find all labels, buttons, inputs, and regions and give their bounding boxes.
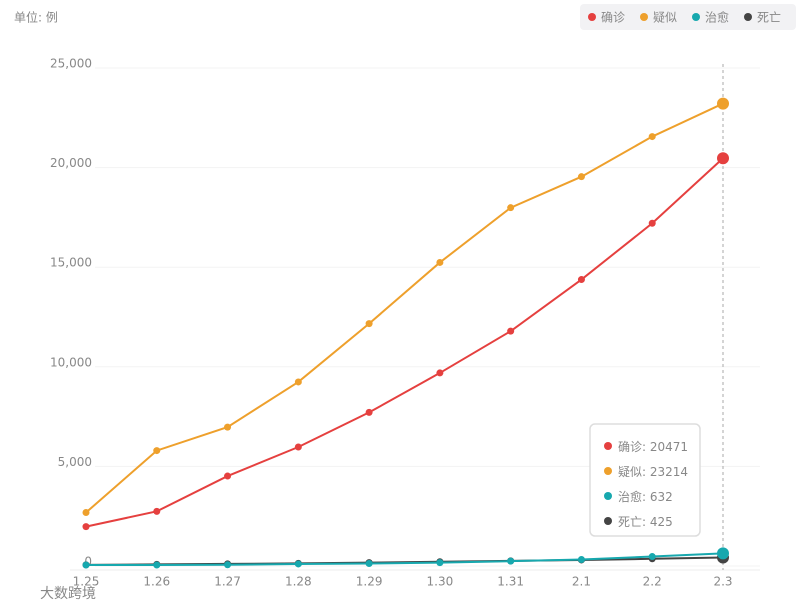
data-point	[294, 443, 302, 451]
data-point	[717, 152, 729, 165]
series-line	[85, 552, 724, 567]
tooltip-value: 632	[650, 490, 673, 504]
x-tick-label: 1.26	[143, 575, 170, 589]
legend-label: 疑似	[653, 10, 677, 25]
data-point	[153, 447, 161, 455]
series-line	[85, 102, 724, 514]
tooltip-name: 确诊	[618, 440, 642, 454]
tooltip-marker	[604, 492, 612, 500]
data-point	[294, 378, 302, 386]
data-point	[436, 258, 444, 266]
x-tick-label: 1.28	[285, 575, 312, 589]
data-point	[224, 472, 232, 480]
x-tick-label: 2.1	[572, 575, 591, 589]
data-point	[365, 408, 373, 416]
tooltip-marker	[604, 467, 612, 475]
y-tick-label: 15,000	[50, 256, 92, 270]
tooltip-text: 确诊: 20471	[618, 440, 688, 454]
data-point	[577, 276, 585, 284]
legend-marker	[640, 13, 648, 21]
legend-marker	[744, 13, 752, 21]
legend-label: 死亡	[757, 11, 781, 25]
y-tick-label: 25,000	[50, 57, 92, 71]
x-tick-label: 1.25	[73, 575, 100, 589]
data-point	[577, 173, 585, 181]
y-tick-label: 10,000	[50, 355, 92, 369]
tooltip-name: 疑似	[618, 464, 642, 479]
data-point	[224, 423, 232, 431]
tooltip-value: 425	[650, 515, 673, 529]
tooltip-name: 治愈	[618, 489, 642, 504]
y-tick-label: 20,000	[50, 156, 92, 170]
data-point	[436, 559, 444, 567]
data-point	[153, 507, 161, 515]
data-point	[577, 555, 585, 563]
y-tick-label: 0	[84, 555, 92, 569]
legend-label: 确诊	[601, 11, 625, 25]
tooltip-value: 20471	[650, 440, 688, 454]
x-tick-label: 1.29	[356, 575, 383, 589]
data-point	[507, 327, 515, 335]
data-point	[365, 320, 373, 328]
data-point	[365, 560, 373, 568]
watermark: 大数跨境	[40, 586, 96, 602]
data-point	[648, 219, 656, 227]
tooltip-name: 死亡	[618, 515, 642, 529]
data-point	[507, 204, 515, 212]
legend-box	[580, 4, 796, 30]
tooltip-text: 死亡: 425	[618, 515, 673, 529]
tooltip-text: 疑似: 23214	[618, 464, 688, 479]
data-point	[648, 553, 656, 561]
data-point	[717, 97, 729, 110]
y-tick-label: 5,000	[58, 455, 92, 469]
data-point	[507, 557, 515, 565]
tooltip-marker	[604, 517, 612, 525]
x-tick-label: 1.30	[427, 575, 454, 589]
data-point	[82, 561, 90, 569]
data-point	[82, 509, 90, 517]
data-point	[294, 560, 302, 568]
series-line	[85, 157, 724, 528]
unit-label: 单位: 例	[14, 10, 58, 25]
tooltip-sep: :	[642, 490, 650, 504]
tooltip-sep: :	[642, 440, 650, 454]
x-tick-label: 2.2	[643, 575, 662, 589]
tooltip-marker	[604, 442, 612, 450]
data-point	[224, 561, 232, 569]
x-tick-label: 2.3	[713, 575, 732, 589]
data-point	[153, 561, 161, 569]
data-point	[82, 523, 90, 531]
legend-marker	[588, 13, 596, 21]
tooltip-sep: :	[642, 515, 650, 529]
data-point	[648, 133, 656, 141]
tooltip	[589, 423, 701, 537]
tooltip-text: 治愈: 632	[618, 489, 673, 504]
legend-label: 治愈	[705, 10, 729, 25]
tooltip-sep: :	[642, 465, 650, 479]
data-point	[436, 369, 444, 377]
legend-marker	[692, 13, 700, 21]
x-tick-label: 1.31	[497, 575, 524, 589]
x-tick-label: 1.27	[214, 575, 241, 589]
data-point	[717, 547, 729, 560]
tooltip-value: 23214	[650, 465, 688, 479]
